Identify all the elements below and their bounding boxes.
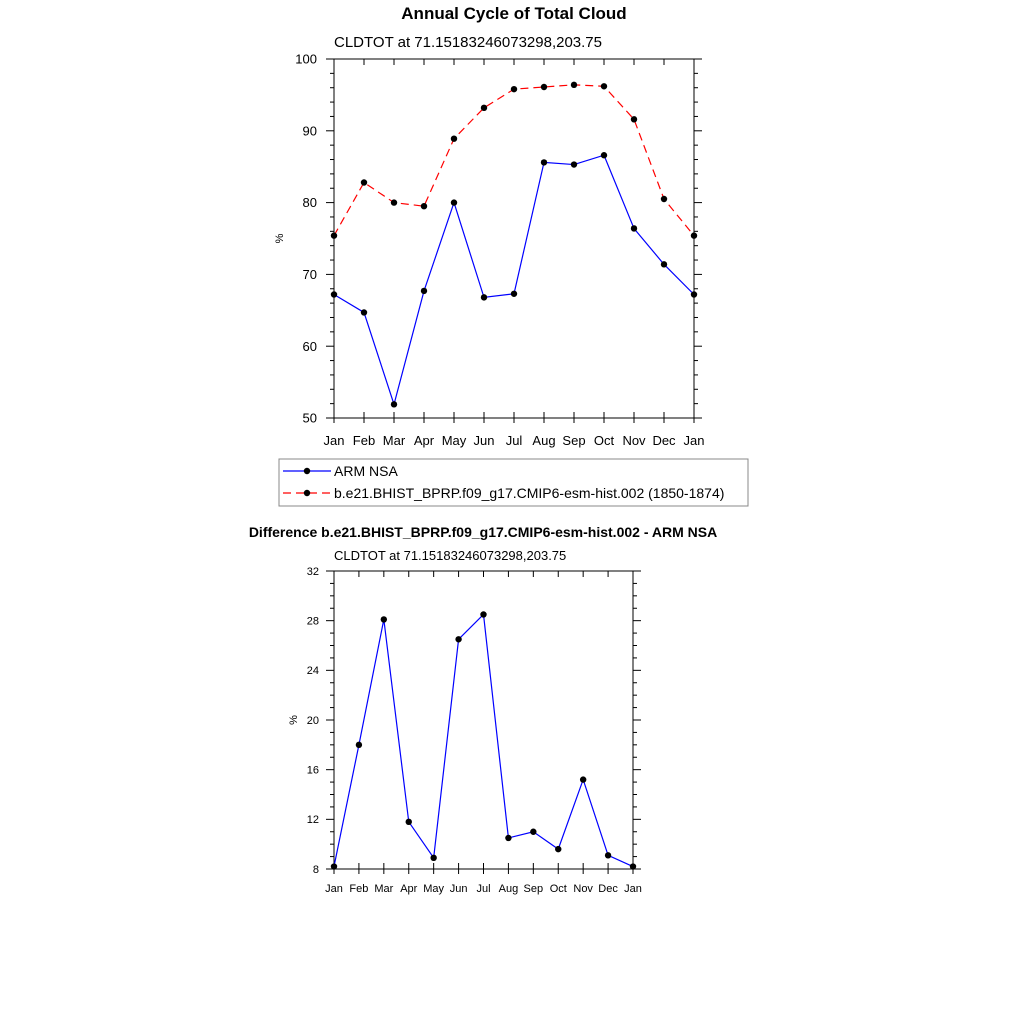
- data-point-0: [450, 199, 458, 206]
- data-point-0: [660, 261, 668, 268]
- data-point-1: [690, 232, 698, 239]
- legend-entry-0: ARM NSA: [334, 463, 398, 479]
- data-point-1: [540, 83, 548, 91]
- difference-chart: Difference b.e21.BHIST_BPRP.f09_g17.CMIP…: [249, 524, 717, 895]
- y-tick-label: 20: [307, 715, 319, 727]
- data-point-1: [510, 85, 518, 93]
- data-point-0: [630, 225, 638, 232]
- y-tick-label: 32: [307, 566, 319, 578]
- legend-marker-0: [303, 467, 311, 475]
- legend-box: [278, 458, 749, 507]
- data-point-1: [330, 232, 338, 239]
- data-point-0: [390, 401, 398, 408]
- figure-title: Annual Cycle of Total Cloud: [401, 4, 626, 23]
- x-tick-label: Nov: [622, 433, 646, 448]
- data-point-1: [450, 135, 458, 142]
- data-point-1: [570, 81, 578, 89]
- x-tick-label: Jun: [474, 433, 495, 448]
- x-tick-label: Aug: [499, 883, 519, 895]
- data-point-1: [660, 195, 668, 203]
- x-tick-label: Jan: [624, 883, 642, 895]
- y-axis-label: %: [274, 233, 286, 243]
- x-tick-label: Jul: [476, 883, 490, 895]
- data-point-0: [480, 611, 487, 618]
- data-point-0: [600, 152, 608, 159]
- y-tick-label: 60: [303, 339, 317, 354]
- data-point-0: [380, 616, 388, 623]
- y-tick-label: 100: [295, 52, 317, 67]
- data-point-0: [405, 818, 412, 826]
- data-point-0: [355, 741, 363, 749]
- y-tick-label: 28: [307, 616, 319, 628]
- data-point-0: [360, 309, 368, 316]
- annual-cycle-chart: CLDTOT at 71.15183246073298,203.75 Jan Feb…: [274, 34, 749, 507]
- data-point-0: [579, 776, 587, 783]
- y-tick-label: 8: [313, 864, 319, 876]
- y-tick-label: 16: [307, 765, 319, 777]
- x-tick-label: Dec: [652, 433, 676, 448]
- legend-marker-1: [303, 489, 311, 497]
- chart-title: Difference b.e21.BHIST_BPRP.f09_g17.CMIP…: [249, 524, 717, 540]
- x-tick-label: Jul: [506, 433, 523, 448]
- data-point-1: [360, 179, 368, 186]
- data-point-0: [330, 291, 338, 298]
- data-point-0: [480, 294, 488, 301]
- x-tick-label: Dec: [598, 883, 618, 895]
- data-point-1: [420, 202, 428, 210]
- x-tick-label: Apr: [400, 883, 417, 895]
- data-point-0: [530, 828, 537, 835]
- data-point-1: [600, 83, 608, 90]
- y-tick-label: 12: [307, 814, 319, 826]
- x-tick-label: Jan: [324, 433, 345, 448]
- series-line-1: [333, 84, 695, 237]
- data-point-1: [630, 116, 638, 123]
- data-point-1: [390, 199, 398, 206]
- series-line-0: [333, 613, 634, 868]
- x-tick-label: Oct: [594, 433, 615, 448]
- y-tick-label: 70: [303, 267, 317, 282]
- data-point-0: [330, 863, 338, 870]
- x-tick-label: Feb: [349, 883, 368, 895]
- y-tick-label: 90: [303, 123, 317, 138]
- chart-subtitle: CLDTOT at 71.15183246073298,203.75: [334, 548, 566, 563]
- series-line-0: [333, 154, 695, 407]
- y-tick-label: 80: [303, 195, 317, 210]
- data-point-0: [555, 845, 562, 853]
- x-tick-label: Aug: [532, 433, 555, 448]
- y-axis-label: %: [288, 715, 300, 725]
- x-tick-label: Mar: [383, 433, 406, 448]
- x-tick-label: Sep: [524, 883, 544, 895]
- plot-frame: [333, 58, 695, 419]
- data-point-0: [510, 290, 518, 297]
- x-tick-label: Feb: [353, 433, 375, 448]
- chart-subtitle: CLDTOT at 71.15183246073298,203.75: [334, 34, 602, 51]
- x-tick-label: Apr: [414, 433, 435, 448]
- x-tick-label: Nov: [573, 883, 593, 895]
- data-point-0: [690, 291, 698, 298]
- y-tick-label: 50: [303, 411, 317, 426]
- x-tick-label: Mar: [374, 883, 393, 895]
- y-tick-label: 24: [307, 665, 319, 677]
- x-tick-label: May: [442, 433, 467, 448]
- data-point-0: [430, 854, 437, 862]
- x-tick-label: Sep: [562, 433, 585, 448]
- data-point-0: [505, 834, 512, 842]
- legend-entry-1: b.e21.BHIST_BPRP.f09_g17.CMIP6-esm-hist.…: [334, 485, 724, 501]
- x-tick-label: Jan: [684, 433, 705, 448]
- data-point-0: [604, 852, 612, 859]
- x-tick-label: Oct: [550, 883, 567, 895]
- x-tick-label: Jan: [325, 883, 343, 895]
- x-tick-label: Jun: [450, 883, 468, 895]
- data-point-0: [570, 161, 578, 168]
- data-point-0: [455, 636, 462, 643]
- data-point-0: [540, 159, 548, 166]
- data-point-0: [629, 863, 637, 870]
- data-point-1: [480, 104, 488, 112]
- data-point-0: [420, 287, 428, 295]
- x-tick-label: May: [423, 883, 444, 895]
- legend: ARM NSA b.e21.BHIST_BPRP.f09_g17.CMIP6-es…: [278, 458, 749, 507]
